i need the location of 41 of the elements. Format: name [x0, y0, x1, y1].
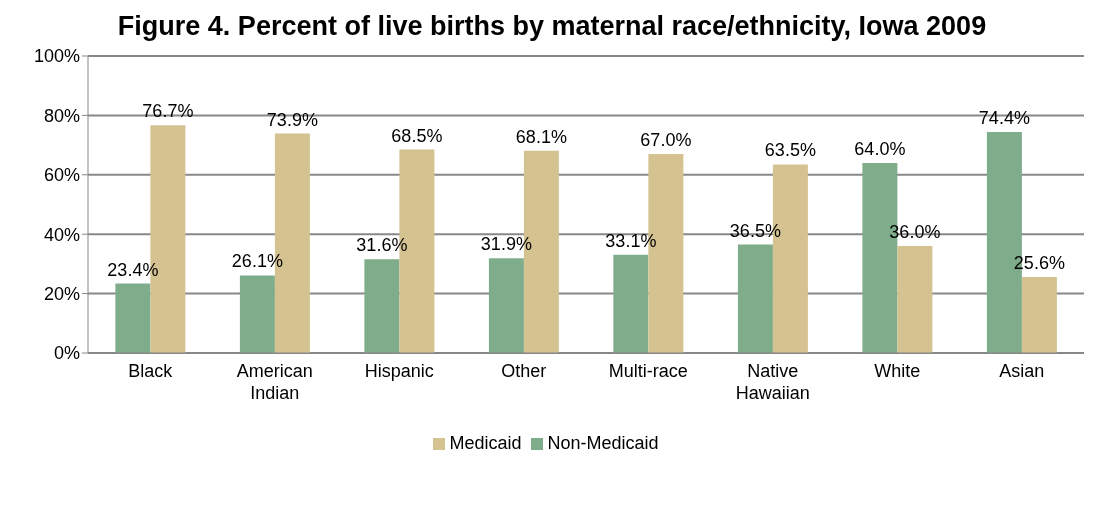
bar	[239, 275, 275, 353]
x-tick-label: American Indian	[236, 361, 313, 403]
x-tick-label: Black	[128, 361, 174, 381]
data-label: 36.5%	[729, 220, 781, 241]
data-label: 64.0%	[854, 138, 906, 159]
bar	[364, 259, 400, 353]
legend-label: Non-Medicaid	[547, 433, 659, 453]
data-label: 74.4%	[978, 108, 1030, 129]
x-tick-label: Native Hawaiian	[735, 361, 810, 403]
data-label: 63.5%	[764, 140, 816, 161]
chart-title: Figure 4. Percent of live births by maternal race/ethnicity, Iowa 2009	[116, 10, 988, 43]
data-label: 36.0%	[889, 222, 941, 243]
legend-label: Medicaid	[449, 433, 522, 453]
x-tick-label: Multi-race	[608, 361, 688, 381]
data-label: 31.6%	[356, 235, 408, 256]
data-label: 31.9%	[480, 234, 532, 255]
x-tick-label: Asian	[999, 361, 1045, 381]
y-tick-label: 20%	[43, 283, 80, 304]
y-tick-label: 100%	[33, 46, 80, 67]
data-label: 26.1%	[231, 251, 283, 272]
y-tick-label: 40%	[43, 224, 80, 245]
x-tick-label: White	[874, 361, 921, 381]
bar	[613, 254, 649, 353]
bar	[488, 258, 524, 353]
data-label: 33.1%	[605, 230, 657, 251]
y-tick-label: 80%	[43, 105, 80, 126]
bar	[737, 244, 773, 353]
data-label: 73.9%	[266, 109, 318, 130]
data-label: 25.6%	[1013, 252, 1065, 273]
data-label: 67.0%	[640, 130, 692, 151]
data-label: 76.7%	[142, 101, 194, 122]
bar	[897, 246, 933, 353]
y-tick-label: 60%	[43, 165, 80, 186]
data-label: 68.5%	[391, 125, 443, 146]
data-label: 68.1%	[515, 126, 567, 147]
data-label: 23.4%	[107, 259, 159, 280]
x-tick-label: Hispanic	[364, 361, 434, 381]
bar	[1021, 276, 1057, 353]
x-tick-label: Other	[501, 361, 547, 381]
y-tick-label: 0%	[53, 343, 80, 364]
bar	[115, 283, 151, 353]
